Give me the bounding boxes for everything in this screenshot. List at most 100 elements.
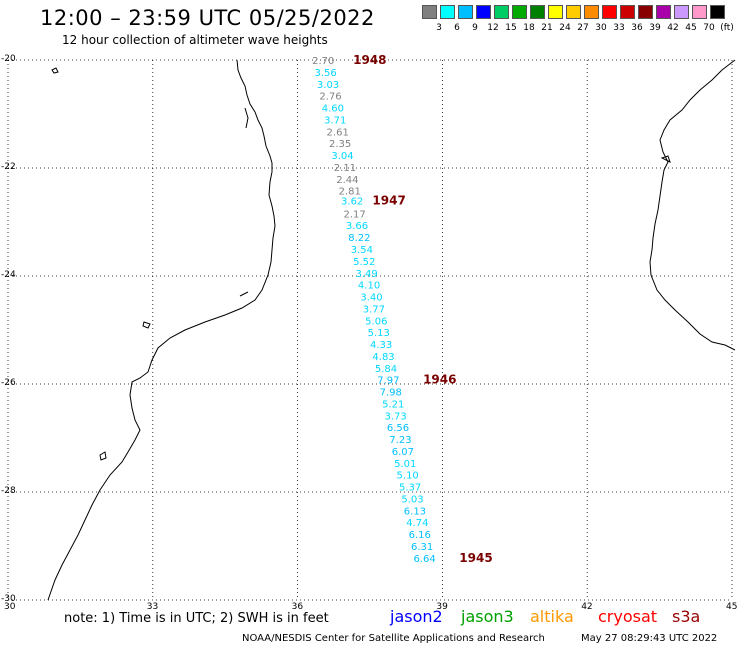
time-label: 1947 [372,193,405,207]
wave-height-label: 5.84 [375,364,397,375]
wave-height-label: 2.35 [329,139,351,150]
wave-height-label: 3.56 [314,68,336,79]
scale-label: 21 [541,23,553,33]
wave-height-label: 6.13 [404,506,426,517]
wave-height-label: 7.23 [389,435,411,446]
wave-height-label: 3.03 [317,80,339,91]
wave-height-label: 6.07 [392,447,414,458]
wave-height-label: 5.06 [365,316,387,327]
wave-height-label: 3.66 [346,221,368,232]
wave-height-label: 5.37 [399,483,421,494]
wave-height-label: 3.04 [331,151,353,162]
lat-tick-label: -30 [1,594,16,604]
wave-height-label: 2.76 [319,92,341,103]
wave-height-label: 5.52 [353,257,375,268]
scale-swatch [512,5,527,19]
lat-tick-label: -28 [1,486,16,496]
wave-height-label: 4.10 [358,281,380,292]
satellite-track: 2.703.563.032.764.603.712.612.353.042.11… [312,53,493,565]
wave-height-label: 5.01 [394,459,416,470]
wave-height-label: 5.03 [401,494,423,505]
wave-height-label: 7.98 [380,388,402,399]
madagascar-coastline [649,59,736,351]
wave-height-label: 3.40 [360,293,382,304]
scale-label: 39 [649,23,661,33]
page-title: 12:00 – 23:59 UTC 05/25/2022 [40,6,375,30]
lat-tick-label: -22 [1,162,16,172]
wave-height-label: 3.54 [351,245,373,256]
scale-label: 12 [487,23,499,33]
wave-height-label: 5.10 [397,471,419,482]
lon-tick-label: 39 [436,602,448,612]
scale-label: 45 [685,23,697,33]
scale-swatch [530,5,545,19]
satellite-legend-s3a: s3a [672,607,701,626]
lat-tick-label: -26 [1,378,16,388]
wave-height-label: 2.81 [339,187,361,198]
wave-height-label: 4.83 [372,352,394,363]
scale-label: 9 [472,23,478,33]
wave-height-label: 6.31 [411,542,433,553]
time-label: 1948 [353,53,386,67]
page-subtitle: 12 hour collection of altimeter wave hei… [62,33,328,47]
wave-height-label: 2.70 [312,56,334,67]
scale-label: 70 [703,23,715,33]
wave-height-label: 5.21 [382,399,404,410]
lon-tick-label: 30 [4,602,16,612]
wave-height-label: 2.61 [327,127,349,138]
scale-label: 27 [577,23,589,33]
scale-label: 3 [436,23,442,33]
scale-label: 42 [667,23,679,33]
scale-label: 6 [454,23,460,33]
wave-height-label: 8.22 [348,233,370,244]
wave-height-label: 4.60 [322,104,344,115]
scale-swatch [674,5,689,19]
lon-tick-label: 33 [146,602,159,612]
wave-height-label: 4.33 [370,340,392,351]
scale-label: 30 [595,23,607,33]
scale-swatch [602,5,617,19]
scale-swatch [584,5,599,19]
generation-timestamp: May 27 08:29:43 UTC 2022 [581,633,718,644]
lat-tick-label: -20 [1,54,16,64]
lat-tick-label: -24 [1,270,16,280]
scale-label: (ft) [720,23,734,33]
scale-label: 33 [613,23,625,33]
wave-height-label: 6.64 [413,554,435,565]
wave-height-label: 3.49 [356,269,378,280]
scale-swatch [638,5,653,19]
scale-label: 24 [559,23,571,33]
wave-height-label: 3.77 [363,304,385,315]
scale-swatch [710,5,725,19]
wave-height-label: 3.71 [324,115,346,126]
scale-label: 18 [523,23,535,33]
wave-height-label: 3.73 [384,411,406,422]
scale-swatch [422,5,437,19]
scale-swatch [458,5,473,19]
scale-swatch [440,5,455,19]
scale-swatch [692,5,707,19]
wave-height-label: 5.13 [368,328,390,339]
satellite-legend-jason3: jason3 [461,607,514,626]
time-label: 1946 [423,373,456,387]
satellite-legend-jason2: jason2 [390,607,443,626]
credit-line: NOAA/NESDIS Center for Satellite Applica… [242,633,545,644]
scale-swatch [620,5,635,19]
scale-swatch [656,5,671,19]
wave-height-label: 6.16 [409,530,431,541]
wave-height-label: 3.62 [341,196,363,207]
lat-lon-grid [7,59,733,601]
lon-tick-label: 36 [291,602,304,612]
wave-height-label: 6.56 [387,423,409,434]
wave-height-label: 2.44 [336,175,358,186]
lon-tick-label: 45 [726,602,738,612]
scale-label: 15 [505,23,517,33]
time-label: 1945 [459,551,492,565]
scale-swatch [476,5,491,19]
scale-swatch [548,5,563,19]
satellite-legend-cryosat: cryosat [598,607,658,626]
scale-label: 36 [631,23,643,33]
lon-tick-label: 42 [581,602,593,612]
scale-swatch [494,5,509,19]
